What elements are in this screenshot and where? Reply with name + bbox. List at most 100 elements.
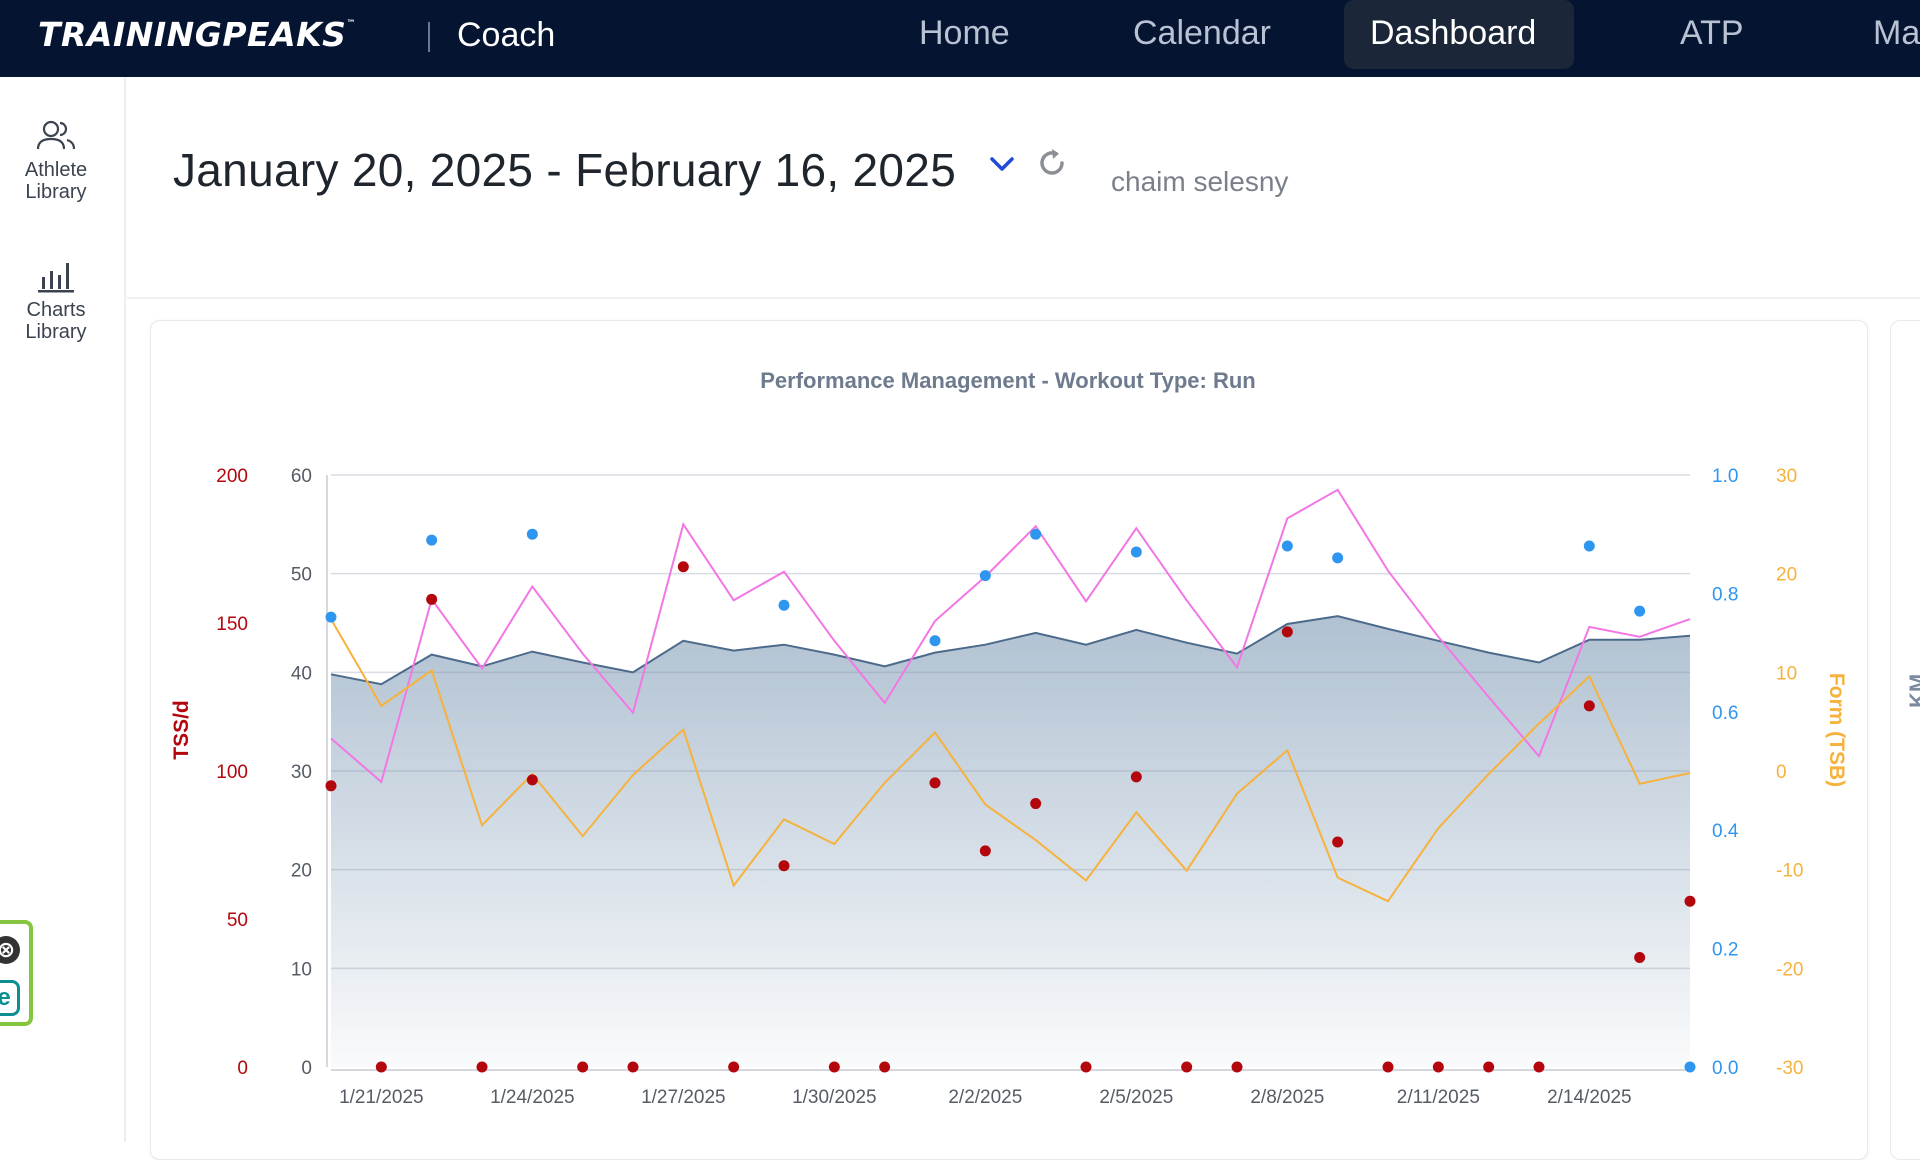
form-tick-label: -30	[1776, 1058, 1803, 1079]
app-name: Coach	[457, 16, 556, 54]
sidebar-item-athlete-library[interactable]: Athlete Library	[0, 119, 112, 203]
form-tick-label: 0	[1776, 762, 1787, 783]
intensity-tick-label: 0.0	[1712, 1058, 1738, 1079]
tss-point	[828, 1061, 840, 1073]
second-chart-card[interactable]	[1890, 320, 1920, 1160]
close-icon[interactable]: ⊗	[0, 936, 20, 964]
tss-tick-label: 50	[227, 910, 248, 931]
tss-point	[1432, 1061, 1444, 1073]
if-point	[1684, 1061, 1696, 1073]
if-point	[1583, 540, 1595, 552]
sidebar-item-label: Library	[25, 321, 87, 343]
tss-tick-label: 100	[216, 762, 248, 783]
tss-point	[979, 845, 991, 857]
tss-point	[1332, 836, 1344, 848]
form-tick-label: 20	[1776, 565, 1797, 586]
tss-point	[627, 1061, 639, 1073]
extension-e-icon[interactable]: e	[0, 980, 20, 1016]
header-divider	[127, 297, 1920, 299]
form-axis-label: Form (TSB)	[1825, 673, 1848, 787]
tss-point	[1583, 700, 1595, 712]
fitness-tick-label: 40	[291, 663, 312, 684]
fatigue-line	[330, 488, 1691, 784]
sidebar-item-label: Charts	[26, 299, 86, 321]
fitness-tick-label: 50	[291, 565, 312, 586]
floating-extension-widget[interactable]: ⊗ e	[0, 920, 33, 1026]
x-tick-label: 2/11/2025	[1397, 1087, 1480, 1108]
sidebar-item-charts-library[interactable]: Charts Library	[0, 259, 112, 343]
x-tick-label: 1/30/2025	[792, 1087, 877, 1108]
date-range-title[interactable]: January 20, 2025 - February 16, 2025	[173, 144, 957, 196]
if-point	[778, 599, 790, 611]
tss-point	[728, 1061, 740, 1073]
top-navigation-bar: TRAININGPEAKS™ Coach Home Calendar Dashb…	[0, 0, 1920, 77]
axes-labels: 05010015020001020304050600.00.20.40.60.8…	[170, 466, 1848, 1108]
logo-separator	[428, 22, 430, 52]
fitness-area	[331, 616, 1690, 1067]
fitness-tick-label: 30	[291, 762, 312, 783]
x-tick-label: 1/24/2025	[490, 1087, 575, 1108]
sidebar-item-label: Athlete	[24, 159, 88, 181]
tss-point	[426, 593, 438, 605]
fitness-line	[330, 615, 1691, 686]
if-point	[325, 611, 337, 623]
tss-point	[929, 777, 941, 789]
x-tick-label: 2/5/2025	[1099, 1087, 1173, 1108]
users-icon	[36, 120, 76, 150]
x-tick-label: 1/27/2025	[641, 1087, 726, 1108]
intensity-tick-label: 0.6	[1712, 703, 1738, 724]
tss-point	[1533, 1061, 1545, 1073]
if-point	[979, 570, 991, 582]
tss-point	[577, 1061, 589, 1073]
form-tick-label: 10	[1776, 663, 1797, 684]
tss-point	[778, 860, 790, 872]
tss-point	[1684, 895, 1696, 907]
refresh-icon[interactable]	[1034, 145, 1070, 181]
athlete-name: chaim selesny	[1111, 166, 1289, 197]
form-tick-label: 30	[1776, 466, 1797, 487]
intensity-tick-label: 1.0	[1712, 466, 1738, 487]
x-tick-label: 2/8/2025	[1250, 1087, 1324, 1108]
nav-dashboard[interactable]: Dashboard	[1370, 14, 1537, 52]
trainingpeaks-logo[interactable]: TRAININGPEAKS™	[38, 15, 356, 54]
tss-tick-label: 150	[216, 614, 248, 635]
fitness-tick-label: 0	[301, 1058, 312, 1079]
tss-point	[1030, 798, 1042, 810]
tss-point	[1281, 626, 1293, 638]
fitness-tick-label: 60	[291, 466, 312, 487]
tss-point	[677, 561, 689, 573]
tss-point	[375, 1061, 387, 1073]
if-point	[1634, 605, 1646, 617]
active-tab-highlight	[1344, 0, 1574, 69]
nav-calendar[interactable]: Calendar	[1133, 14, 1271, 52]
if-points	[325, 528, 1696, 1073]
form-line	[330, 618, 1691, 903]
chevron-down-icon[interactable]	[987, 152, 1017, 176]
tss-point	[1634, 951, 1646, 963]
nav-home[interactable]: Home	[919, 14, 1010, 52]
if-point	[1332, 552, 1344, 564]
tss-point	[1181, 1061, 1193, 1073]
tss-point	[476, 1061, 488, 1073]
form-tick-label: -10	[1776, 861, 1803, 882]
tss-point	[1080, 1061, 1092, 1073]
if-point	[1281, 540, 1293, 552]
tss-axis-label: TSS/d	[170, 700, 193, 760]
fitness-tick-label: 20	[291, 861, 312, 882]
sidebar-item-label: Library	[25, 181, 87, 203]
x-tick-label: 1/21/2025	[339, 1087, 424, 1108]
tss-point	[1483, 1061, 1495, 1073]
tss-point	[325, 780, 337, 792]
tss-point	[879, 1061, 891, 1073]
x-tick-label: 2/14/2025	[1547, 1087, 1632, 1108]
tss-point	[1231, 1061, 1243, 1073]
fitness-tick-label: 10	[291, 959, 312, 980]
nav-atp[interactable]: ATP	[1680, 14, 1744, 52]
if-point	[929, 635, 941, 647]
nav-more[interactable]: Ma	[1873, 14, 1920, 52]
if-point	[1130, 546, 1142, 558]
if-point	[526, 528, 538, 540]
tss-tick-label: 0	[237, 1058, 248, 1079]
intensity-tick-label: 0.4	[1712, 821, 1739, 842]
